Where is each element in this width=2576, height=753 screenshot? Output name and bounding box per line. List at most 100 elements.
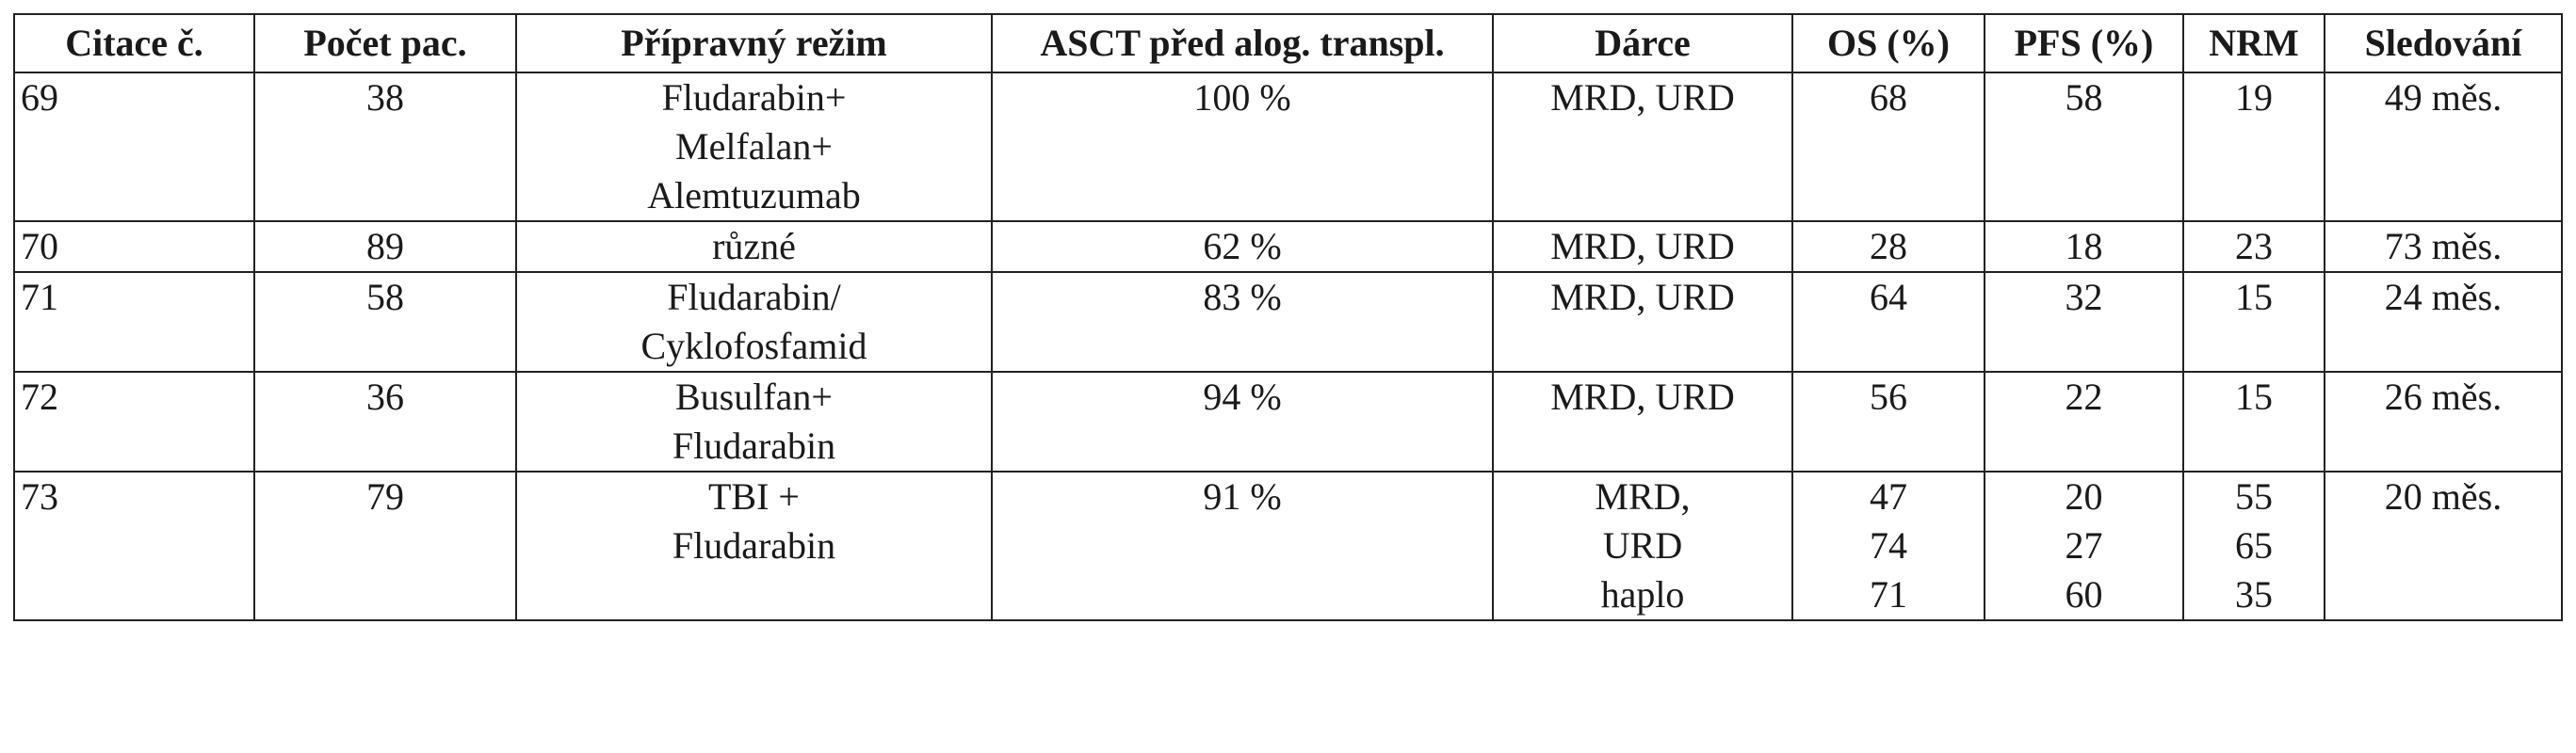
cell-pfs: 18: [1984, 220, 2184, 273]
cell-rezim-line: Cyklofosfamid: [640, 325, 867, 367]
cell-os-line: 74: [1870, 524, 1907, 567]
column-header-sledovani: Sledování: [2324, 13, 2563, 73]
cell-os-line: 68: [1870, 76, 1907, 119]
cell-darce-line: MRD, URD: [1550, 276, 1735, 318]
cell-nrm: 15: [2182, 371, 2325, 473]
cell-rezim-line: TBI +: [708, 475, 800, 518]
cell-nrm-line: 35: [2235, 573, 2273, 616]
cell-sledovani-line: 26 měs.: [2384, 376, 2503, 418]
cell-sledovani-line: 24 měs.: [2384, 276, 2503, 318]
cell-darce: MRD, URD: [1492, 72, 1793, 222]
cell-pocet-line: 58: [366, 276, 404, 318]
cell-pfs: 20 27 60: [1984, 471, 2184, 621]
column-header-pfs: PFS (%): [1984, 13, 2184, 73]
cell-rezim-line: Melfalan+: [675, 125, 833, 168]
column-header-pocet: Počet pac.: [253, 13, 517, 73]
header-row: Citace č. Počet pac. Přípravný režim ASC…: [13, 13, 2563, 73]
column-header-darce: Dárce: [1492, 13, 1793, 73]
cell-citace-line: 69: [21, 76, 58, 119]
cell-citace: 69: [13, 72, 255, 222]
cell-sledovani-line: 20 měs.: [2384, 475, 2503, 518]
cell-os: 47 74 71: [1791, 471, 1985, 621]
table-row: 73 79 TBI + Fludarabin 91 % MRD, URD haplo 47 74 7…: [13, 471, 2563, 621]
cell-asct: 62 %: [991, 220, 1494, 273]
cell-pfs-line: 58: [2065, 76, 2103, 119]
cell-asct: 83 %: [991, 271, 1494, 373]
cell-citace-line: 73: [21, 475, 58, 518]
cell-pocet: 36: [253, 371, 517, 473]
column-header-rezim: Přípravný režim: [515, 13, 993, 73]
table-container: Citace č. Počet pac. Přípravný režim ASC…: [13, 13, 2563, 621]
cell-nrm: 15: [2182, 271, 2325, 373]
cell-rezim-line: Fludarabin: [672, 524, 836, 567]
transplant-results-table: Citace č. Počet pac. Přípravný režim ASC…: [13, 13, 2563, 621]
cell-rezim: TBI + Fludarabin: [515, 471, 993, 621]
cell-sledovani-line: 73 měs.: [2384, 225, 2503, 267]
cell-rezim: Fludarabin+ Melfalan+ Alemtuzumab: [515, 72, 993, 222]
cell-nrm-line: 23: [2235, 225, 2273, 267]
cell-sledovani: 49 měs.: [2324, 72, 2563, 222]
cell-pocet: 79: [253, 471, 517, 621]
cell-darce: MRD, URD: [1492, 371, 1793, 473]
cell-os: 56: [1791, 371, 1985, 473]
cell-sledovani: 73 měs.: [2324, 220, 2563, 273]
cell-citace-line: 71: [21, 276, 58, 318]
cell-pfs-line: 27: [2065, 524, 2103, 567]
cell-darce-line: MRD, URD: [1550, 76, 1735, 119]
cell-darce: MRD, URD: [1492, 271, 1793, 373]
cell-citace: 73: [13, 471, 255, 621]
cell-pfs-line: 22: [2065, 376, 2103, 418]
cell-os-line: 47: [1870, 475, 1907, 518]
cell-citace: 72: [13, 371, 255, 473]
cell-citace-line: 70: [21, 225, 58, 267]
cell-asct: 94 %: [991, 371, 1494, 473]
cell-citace: 71: [13, 271, 255, 373]
column-header-os: OS (%): [1791, 13, 1985, 73]
cell-os: 64: [1791, 271, 1985, 373]
cell-sledovani: 26 měs.: [2324, 371, 2563, 473]
cell-rezim: různé: [515, 220, 993, 273]
cell-nrm: 23: [2182, 220, 2325, 273]
cell-os: 68: [1791, 72, 1985, 222]
cell-pfs: 22: [1984, 371, 2184, 473]
cell-citace-line: 72: [21, 376, 58, 418]
column-header-nrm: NRM: [2182, 13, 2325, 73]
cell-nrm-line: 15: [2235, 376, 2273, 418]
cell-asct-line: 91 %: [1203, 475, 1282, 518]
cell-nrm: 55 65 35: [2182, 471, 2325, 621]
cell-darce: MRD, URD haplo: [1492, 471, 1793, 621]
cell-pocet-line: 89: [366, 225, 404, 267]
cell-nrm-line: 65: [2235, 524, 2273, 567]
cell-asct-line: 62 %: [1203, 225, 1282, 267]
cell-nrm-line: 55: [2235, 475, 2273, 518]
cell-rezim-line: Busulfan+: [675, 376, 833, 418]
cell-nrm-line: 19: [2235, 76, 2273, 119]
cell-sledovani: 24 měs.: [2324, 271, 2563, 373]
cell-pfs: 32: [1984, 271, 2184, 373]
cell-os-line: 56: [1870, 376, 1907, 418]
cell-pocet: 89: [253, 220, 517, 273]
column-header-citace: Citace č.: [13, 13, 255, 73]
cell-citace: 70: [13, 220, 255, 273]
cell-darce-line: MRD, URD: [1550, 376, 1735, 418]
table-row: 71 58 Fludarabin/Cyklofosfamid 83 % MRD, URD…: [13, 271, 2563, 373]
cell-sledovani-line: 49 měs.: [2384, 76, 2503, 119]
cell-os-line: 28: [1870, 225, 1907, 267]
cell-asct-line: 94 %: [1203, 376, 1282, 418]
cell-darce-line: URD: [1602, 524, 1683, 567]
cell-sledovani: 20 měs.: [2324, 471, 2563, 621]
cell-asct-line: 100 %: [1193, 76, 1291, 119]
cell-pocet: 38: [253, 72, 517, 222]
table-row: 70 89 různé 62 % MRD, URD 28 18 23 73 měs.: [13, 220, 2563, 273]
cell-rezim: Fludarabin/Cyklofosfamid: [515, 271, 993, 373]
cell-pfs-line: 32: [2065, 276, 2103, 318]
column-header-asct: ASCT před alog. transpl.: [991, 13, 1494, 73]
cell-nrm-line: 15: [2235, 276, 2273, 318]
cell-os-line: 71: [1870, 573, 1907, 616]
cell-rezim-line: různé: [712, 225, 796, 267]
cell-asct: 100 %: [991, 72, 1494, 222]
cell-darce-line: haplo: [1600, 573, 1685, 616]
cell-pfs-line: 20: [2065, 475, 2103, 518]
cell-asct: 91 %: [991, 471, 1494, 621]
cell-rezim-line: Fludarabin+: [661, 76, 847, 119]
